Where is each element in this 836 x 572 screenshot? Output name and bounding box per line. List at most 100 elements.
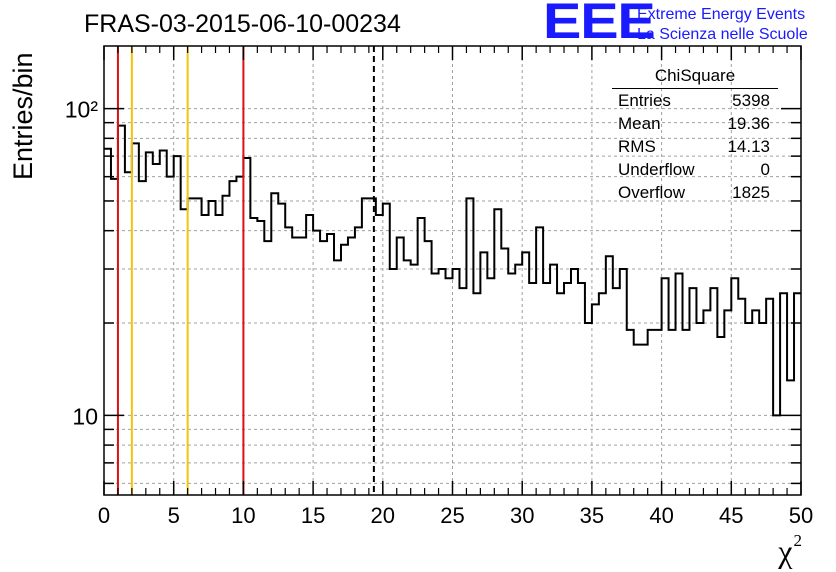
- histogram-bin: [459, 288, 466, 495]
- histogram-bin: [759, 323, 766, 495]
- histogram-bin: [501, 248, 508, 495]
- histogram-bin: [292, 238, 299, 495]
- x-tick-label: 50: [789, 503, 813, 528]
- y-tick-label: 10²: [65, 97, 99, 123]
- histogram-bin: [376, 215, 383, 495]
- stats-row-overflow: Overflow 1825: [612, 181, 778, 204]
- x-tick-label: 30: [510, 503, 534, 528]
- stats-value: 1825: [732, 183, 770, 202]
- stats-label: Mean: [618, 114, 661, 133]
- marker-lines: [116, 46, 375, 495]
- x-axis-label-superscript: 2: [793, 531, 803, 550]
- histogram-bin: [278, 204, 285, 495]
- histogram-bin: [271, 193, 278, 495]
- histogram-bin: [216, 215, 223, 495]
- stats-row-entries: Entries 5398: [612, 89, 778, 112]
- histogram-bin: [453, 269, 460, 495]
- histogram-bin: [306, 215, 313, 495]
- histogram-bin: [536, 227, 543, 495]
- histogram-bin: [627, 330, 634, 495]
- histogram-bin: [425, 241, 432, 495]
- histogram-bin: [724, 310, 731, 495]
- histogram-bin: [383, 204, 390, 495]
- histogram-bin: [508, 274, 515, 495]
- histogram-bin: [787, 380, 794, 495]
- stats-value: 5398: [732, 91, 770, 110]
- histogram-bin: [487, 278, 494, 495]
- histogram-bin: [341, 245, 348, 495]
- histogram-bin: [222, 196, 229, 495]
- stats-title: ChiSquare: [612, 66, 778, 89]
- x-tick-label: 0: [98, 503, 110, 528]
- histogram-bin: [125, 172, 132, 495]
- histogram-bin: [669, 330, 676, 495]
- stats-row-mean: Mean 19.36: [612, 112, 778, 135]
- histogram-bin: [613, 288, 620, 495]
- histogram-bin: [752, 310, 759, 495]
- histogram-bin: [348, 238, 355, 495]
- stats-value: 19.36: [727, 114, 770, 133]
- stats-row-underflow: Underflow 0: [612, 158, 778, 181]
- histogram-bin: [111, 179, 118, 495]
- histogram-bin: [564, 283, 571, 495]
- histogram-bin: [655, 330, 662, 495]
- histogram-bin: [264, 241, 271, 495]
- histogram-bin: [257, 221, 264, 495]
- histogram-bin: [404, 260, 411, 495]
- x-tick-label: 20: [371, 503, 395, 528]
- histogram-bars: [104, 124, 801, 495]
- histogram-bin: [571, 269, 578, 495]
- logo-line-2: La Scienza nelle Scuole: [637, 26, 808, 43]
- x-tick-label: 35: [580, 503, 604, 528]
- stats-label: Entries: [618, 91, 671, 110]
- histogram-bin: [480, 252, 487, 495]
- histogram-bin: [606, 256, 613, 495]
- histogram-bin: [320, 241, 327, 495]
- histogram-bin: [522, 252, 529, 495]
- histogram-bin: [334, 260, 341, 495]
- histogram-bin: [327, 234, 334, 495]
- histogram-bin: [167, 177, 174, 495]
- histogram-bin: [411, 265, 418, 495]
- histogram-bin: [557, 293, 564, 495]
- stats-label: Underflow: [618, 160, 695, 179]
- logo-line-1: Extreme Energy Events: [637, 6, 806, 23]
- histogram-bin: [634, 345, 641, 495]
- histogram-bin: [229, 181, 236, 495]
- y-axis-label-text: Entries/bin: [8, 52, 38, 180]
- x-tick-label: 10: [231, 503, 255, 528]
- histogram-bin: [432, 274, 439, 495]
- stats-value: 0: [760, 160, 770, 179]
- histogram-bin: [780, 293, 787, 495]
- stats-label: Overflow: [618, 183, 686, 202]
- histogram-bin: [439, 269, 446, 495]
- histogram-bin: [195, 198, 202, 495]
- histogram-bin: [710, 288, 717, 495]
- histogram-bin: [550, 265, 557, 495]
- histogram-bin: [418, 218, 425, 495]
- histogram-bin: [243, 158, 250, 495]
- histogram-bin: [188, 198, 195, 495]
- histogram-bin: [466, 198, 473, 495]
- histogram-bin: [132, 143, 139, 495]
- histogram-bin: [139, 181, 146, 495]
- histogram-bin: [313, 231, 320, 495]
- histogram-bin: [703, 310, 710, 495]
- histogram-bin: [689, 288, 696, 495]
- histogram-bin: [648, 330, 655, 495]
- histogram-bin: [578, 283, 585, 495]
- x-axis-label-text: χ: [778, 533, 793, 569]
- histogram-bin: [766, 299, 773, 495]
- histogram-bin: [494, 209, 501, 495]
- histogram-bin: [362, 198, 369, 495]
- histogram-bin: [285, 227, 292, 495]
- x-tick-label: 45: [719, 503, 743, 528]
- x-tick-label: 25: [440, 503, 464, 528]
- axis-ticks: [103, 46, 802, 495]
- histogram-bin: [585, 323, 592, 495]
- eee-logo: EEE: [543, 0, 656, 49]
- histogram-bin: [250, 218, 257, 495]
- x-axis-label: χ2: [778, 531, 802, 570]
